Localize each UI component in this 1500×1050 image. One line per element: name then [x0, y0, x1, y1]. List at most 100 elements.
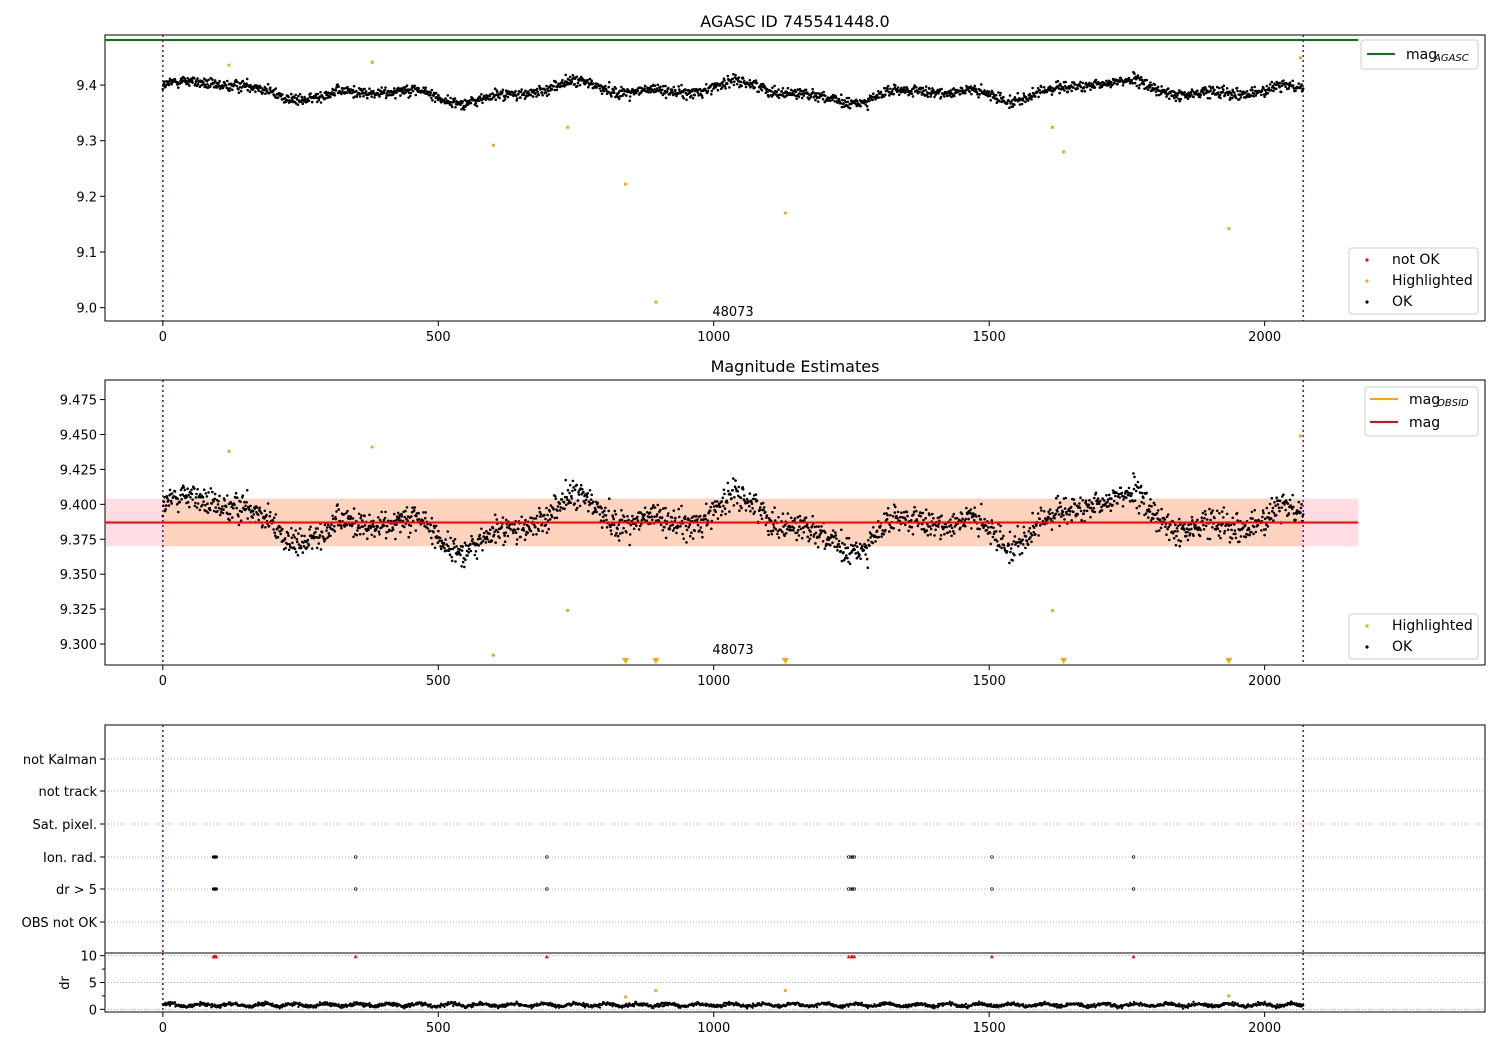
panel2-ok-point: [635, 524, 638, 527]
panel2-xtick-label: 1000: [697, 674, 730, 689]
panel1-ok-point: [422, 86, 425, 89]
panel1-ok-point: [316, 92, 320, 96]
panel1-ok-point: [665, 90, 669, 93]
panel2-ok-point: [1230, 528, 1233, 532]
panel1-ok-point: [896, 86, 900, 89]
panel1-ok-point: [699, 92, 703, 96]
panel1-ok-point: [1013, 96, 1017, 99]
panel2-ok-point: [636, 515, 639, 519]
panel2-ok-point: [949, 523, 953, 527]
panel2-ok-point: [1093, 510, 1097, 514]
panel1-ok-point: [674, 88, 677, 92]
panel2-ok-point: [1148, 510, 1152, 513]
panel2-ok-point: [324, 537, 327, 541]
panel2-ok-point: [1244, 523, 1247, 527]
panel2-ok-point: [845, 554, 848, 557]
panel2-ok-point: [1169, 523, 1172, 527]
panel1-ok-point: [998, 100, 1001, 103]
panel2-ok-point: [399, 519, 403, 522]
panel1-legend-lines: mag AGASC: [1360, 39, 1479, 70]
panel1-ok-point: [1186, 97, 1190, 100]
panel1-legend-points-box: [1348, 247, 1479, 315]
panel2-ok-point: [906, 514, 909, 518]
panel2-ok-point: [816, 545, 820, 549]
panel1-ok-point: [960, 87, 964, 90]
panel2-ytick-label: 9.450: [60, 428, 97, 443]
panel2-ok-point: [1201, 511, 1205, 515]
panel1-ok-point: [723, 79, 726, 82]
panel2-ok-point: [605, 526, 609, 529]
panel2-ok-point: [723, 507, 727, 510]
panel2-ok-point: [526, 531, 529, 534]
panel1-ok-point: [1137, 76, 1140, 80]
panel1-ok-point: [1252, 95, 1255, 98]
panel1-ok-point: [865, 100, 868, 104]
panel1-ok-point: [948, 94, 952, 97]
panel2-ok-point: [1057, 506, 1060, 510]
panel2-ok-point: [571, 479, 575, 483]
panel1-ok-point: [802, 94, 806, 97]
panel2-ok-point: [293, 536, 296, 539]
panel2-ok-point: [335, 510, 338, 513]
panel1-ok-point: [836, 101, 839, 105]
panel1-ok-point: [517, 93, 520, 96]
panel2-ok-point: [223, 499, 226, 502]
panel2-ok-point: [164, 508, 167, 511]
panel1-ok-point: [303, 95, 306, 99]
panel2-ok-point: [1275, 496, 1278, 500]
panel2-ok-point: [948, 530, 952, 533]
panel2-ok-point: [297, 532, 300, 535]
panel2-ok-point: [588, 489, 592, 492]
panel1-ok-point: [180, 81, 183, 84]
panel2-ok-point: [1168, 538, 1171, 542]
legend2-ok-marker: [1365, 645, 1369, 649]
panel2-ok-point: [1036, 512, 1040, 515]
panel1-ok-point: [924, 85, 928, 88]
panel1-ok-point: [928, 87, 931, 91]
panel2-ok-point: [1158, 529, 1161, 532]
panel1-ok-point: [748, 83, 751, 87]
panel2-ok-point: [295, 537, 299, 541]
panel1-ok-point: [571, 73, 575, 77]
panel2-ok-point: [1056, 494, 1060, 498]
panel2-ok-point: [1065, 512, 1069, 516]
panel2-ok-point: [836, 549, 839, 552]
panel2-ok-point: [972, 518, 976, 522]
panel1-ok-point: [781, 87, 785, 90]
legend-mag-obsid-label: mag: [1409, 392, 1440, 408]
panel2-ok-point: [558, 509, 562, 512]
panel1-ok-point: [334, 89, 338, 92]
panel2-ok-point: [405, 506, 409, 509]
panel2-ok-point: [683, 517, 687, 521]
panel2-ok-point: [1089, 515, 1092, 519]
panel2-ok-point: [886, 506, 890, 510]
panel2-ok-point: [995, 548, 999, 552]
panel1-ok-point: [576, 81, 580, 85]
panel1-ok-point: [1176, 91, 1180, 95]
panel2-ok-point: [1082, 512, 1086, 515]
panel2-ok-point: [1278, 499, 1282, 503]
panel1-ok-point: [1139, 75, 1143, 79]
panel2-ok-point: [996, 540, 999, 543]
panel1-ok-point: [766, 90, 769, 94]
panel1-ok-point: [913, 84, 916, 87]
panel1-ok-point: [164, 83, 168, 87]
panel1-ok-point: [453, 97, 457, 100]
panel2-ok-point: [1131, 499, 1135, 503]
panel2-ok-point: [967, 517, 970, 521]
panel1-ok-point: [1223, 93, 1227, 97]
panel1-ok-point: [1260, 93, 1263, 97]
panel2-ok-point: [1165, 533, 1168, 536]
panel2-ok-point: [675, 531, 678, 535]
panel2-ok-point: [1091, 502, 1094, 506]
panel1-ok-point: [617, 97, 621, 101]
panel2-ok-point: [1034, 533, 1037, 536]
panel1-ok-point: [965, 84, 968, 88]
panel2-ok-point: [176, 497, 179, 501]
panel2-ok-point: [1278, 509, 1281, 513]
panel2-ok-point: [279, 532, 283, 536]
panel1-ok-point: [833, 100, 836, 103]
panel1-ok-point: [454, 106, 457, 109]
panel2-ok-point: [1274, 513, 1278, 517]
panel1-ok-point: [1079, 80, 1082, 84]
